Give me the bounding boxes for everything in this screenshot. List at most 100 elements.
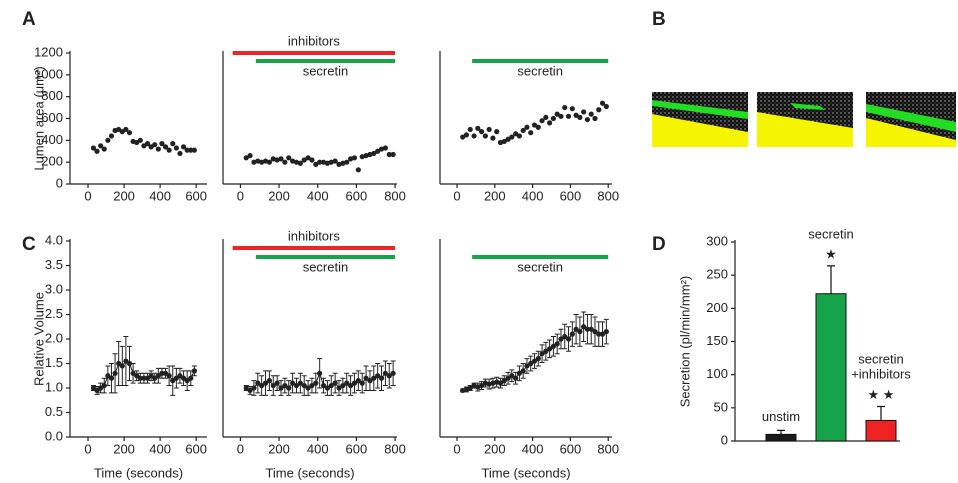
data-point <box>317 159 323 165</box>
data-point <box>301 157 307 163</box>
data-point <box>351 155 358 161</box>
bar <box>815 293 847 442</box>
x-tick-label: 400 <box>522 188 544 203</box>
data-point <box>509 134 515 140</box>
data-point <box>565 113 572 119</box>
data-point <box>531 358 538 364</box>
data-point <box>262 380 269 386</box>
data-point <box>177 150 183 157</box>
y-tick-label: 200 <box>41 154 63 169</box>
data-point <box>505 136 511 142</box>
x-tick-label: 0 <box>453 441 460 456</box>
data-point <box>494 129 500 135</box>
data-point <box>467 385 473 391</box>
data-point <box>378 375 385 381</box>
y-axis-label: Relative Volume <box>31 292 46 386</box>
category-label: unstim <box>762 409 800 424</box>
data-point <box>577 329 583 335</box>
data-point <box>274 380 280 386</box>
micrograph <box>866 92 956 147</box>
x-tick-label: 400 <box>522 441 544 456</box>
data-point <box>562 333 568 340</box>
data-point <box>297 380 303 386</box>
x-tick-label: 400 <box>149 441 171 456</box>
data-point <box>520 127 526 134</box>
x-tick-label: 600 <box>346 441 368 456</box>
data-point <box>535 356 541 362</box>
error-bar <box>827 265 835 294</box>
data-point <box>324 385 330 391</box>
annotation-label: secretin <box>517 259 563 274</box>
data-point <box>467 126 473 133</box>
annotation-label: secretin <box>303 63 349 78</box>
data-point <box>166 147 172 153</box>
x-tick-label: 600 <box>346 188 368 203</box>
annotation-label: secretin <box>517 63 563 78</box>
micrograph <box>652 92 748 147</box>
panel-label: C <box>22 234 36 255</box>
x-tick-label: 0 <box>453 188 460 203</box>
data-point <box>344 380 350 386</box>
data-point <box>259 382 265 389</box>
data-point <box>367 378 373 384</box>
error-bar <box>877 405 885 421</box>
data-point <box>243 385 249 391</box>
data-point <box>371 150 377 157</box>
data-point <box>98 143 104 149</box>
data-point <box>305 155 311 161</box>
x-tick-label: 400 <box>307 441 329 456</box>
data-point <box>328 382 334 389</box>
data-point <box>501 378 507 384</box>
panel-label: D <box>652 234 666 255</box>
data-point <box>184 147 190 153</box>
data-point <box>141 375 147 381</box>
x-tick-label: 400 <box>149 188 171 203</box>
y-tick-label: 50 <box>714 399 728 414</box>
y-tick-label: 800 <box>41 88 63 103</box>
category-label: secretin <box>808 226 854 241</box>
data-point <box>243 155 249 161</box>
data-point <box>550 343 557 349</box>
y-axis-label: Secretion (pl/min/mm²) <box>677 276 692 407</box>
data-point <box>278 385 284 391</box>
data-point <box>505 375 511 381</box>
x-tick-label: 200 <box>113 188 135 203</box>
x-tick-label: 200 <box>113 441 135 456</box>
data-point <box>90 145 97 151</box>
data-point <box>592 115 598 122</box>
data-point <box>386 373 392 379</box>
data-point <box>255 380 261 386</box>
y-tick-label: 2.5 <box>45 306 63 321</box>
data-point <box>535 124 541 130</box>
data-point <box>539 351 545 357</box>
x-axis-label: Time (seconds) <box>481 465 570 480</box>
data-point <box>516 370 522 376</box>
data-point <box>569 106 575 112</box>
data-point <box>191 147 197 153</box>
y-tick-label: 600 <box>41 110 63 125</box>
data-point <box>159 370 165 376</box>
data-point <box>524 124 530 130</box>
data-point <box>390 370 396 376</box>
data-point <box>152 142 158 148</box>
data-point <box>191 368 197 374</box>
y-tick-label: 1.5 <box>45 355 63 370</box>
panel-label: A <box>22 9 36 30</box>
x-tick-label: 200 <box>268 441 290 456</box>
data-point <box>101 146 107 152</box>
x-tick-label: 200 <box>484 441 506 456</box>
data-point <box>482 133 488 139</box>
y-tick-label: 0.5 <box>45 404 63 419</box>
data-point <box>463 132 470 138</box>
data-point <box>550 115 557 122</box>
x-tick-label: 0 <box>84 441 91 456</box>
data-point <box>599 331 606 337</box>
data-point <box>596 331 602 337</box>
y-tick-label: 1.0 <box>45 379 63 394</box>
data-point <box>251 385 257 391</box>
x-tick-label: 200 <box>484 188 506 203</box>
data-point <box>317 370 323 376</box>
data-point <box>363 375 369 381</box>
data-point <box>543 114 549 121</box>
